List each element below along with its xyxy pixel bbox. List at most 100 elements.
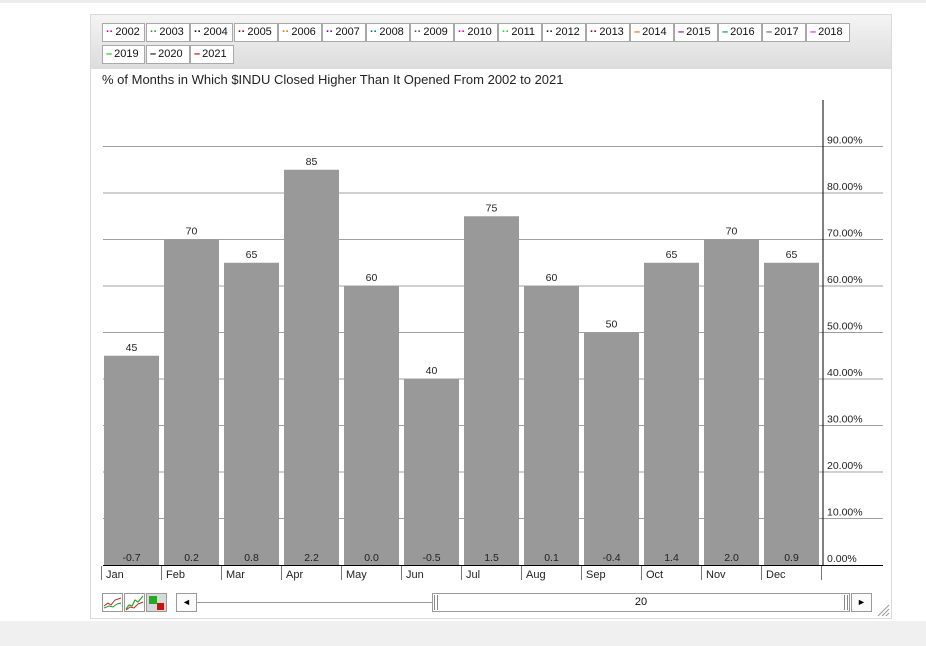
x-tick-label: Sep xyxy=(586,569,606,581)
legend-label: 2018 xyxy=(818,26,843,38)
x-tick-label: Jan xyxy=(106,569,124,581)
bar-value-label: 70 xyxy=(186,226,198,238)
bar-bottom-label: 2.2 xyxy=(304,552,319,564)
bar-bottom-label: 0.8 xyxy=(244,552,259,564)
legend-item-2016[interactable]: –2016 xyxy=(718,23,762,42)
legend-label: 2007 xyxy=(335,26,360,38)
legend-label: 2015 xyxy=(686,26,711,38)
area-chart-type-button[interactable] xyxy=(124,593,145,612)
bar-value-label: 85 xyxy=(306,156,318,168)
legend-swatch-icon: ·· xyxy=(326,26,334,38)
slider-value: 20 xyxy=(634,596,648,608)
legend-item-2012[interactable]: ·· 2012 xyxy=(542,23,586,42)
bar-nov xyxy=(704,239,759,565)
chart-title: % of Months in Which $INDU Closed Higher… xyxy=(102,72,564,87)
legend-label: 2006 xyxy=(291,26,316,38)
legend-swatch-icon: – xyxy=(634,26,641,38)
bar-jun xyxy=(404,379,459,565)
legend-swatch-icon: ·· xyxy=(458,26,466,38)
bar-value-label: 50 xyxy=(606,319,618,331)
bar-value-label: 75 xyxy=(486,202,498,214)
legend-swatch-icon: ·· xyxy=(546,26,554,38)
legend-swatch-icon: ·· xyxy=(106,26,114,38)
bar-chart-icon xyxy=(149,596,164,610)
legend-item-2004[interactable]: ·· 2004 xyxy=(190,23,233,42)
x-tick-label: Jul xyxy=(466,569,480,581)
legend-item-2009[interactable]: ·· 2009 xyxy=(410,23,454,42)
line-chart-type-button[interactable] xyxy=(102,593,123,612)
bar-bottom-label: 0.1 xyxy=(544,552,559,564)
legend-label: 2017 xyxy=(774,26,799,38)
legend-label: 2019 xyxy=(114,48,139,60)
bar-chart-type-button[interactable] xyxy=(146,593,167,612)
x-tick-label: Apr xyxy=(286,569,303,581)
chart-panel: ·· 2002 ·· 2003 ·· 2004 ·· 2005 ·· 2006 ·· 2007 ·· 20… xyxy=(90,14,892,619)
bar-jan xyxy=(104,355,159,565)
slider-track xyxy=(197,602,432,603)
y-tick-label: 60.00% xyxy=(827,274,863,286)
legend-swatch-icon: ·· xyxy=(370,26,378,38)
legend-item-2013[interactable]: ·· 2013 xyxy=(586,23,630,42)
legend-item-2018[interactable]: –2018 xyxy=(806,23,850,42)
scroll-right-button[interactable]: ► xyxy=(851,593,872,612)
resize-grip-icon[interactable] xyxy=(876,603,890,617)
trend-chart-icon xyxy=(125,595,144,611)
legend-label: 2003 xyxy=(159,26,184,38)
scroll-left-button[interactable]: ◄ xyxy=(176,593,197,612)
legend-item-2017[interactable]: –2017 xyxy=(762,23,806,42)
legend-item-2011[interactable]: ·· 2011 xyxy=(498,23,542,42)
legend-item-2005[interactable]: ·· 2005 xyxy=(234,23,278,42)
bar-value-label: 70 xyxy=(726,226,738,238)
bar-aug xyxy=(524,286,579,565)
legend-item-2014[interactable]: –2014 xyxy=(630,23,674,42)
x-tick-label: Aug xyxy=(526,569,546,581)
legend-item-2002[interactable]: ·· 2002 xyxy=(102,23,145,42)
legend-item-2019[interactable]: –2019 xyxy=(102,45,145,64)
bar-bottom-label: 1.4 xyxy=(664,552,679,564)
bar-jul xyxy=(464,216,519,565)
legend-swatch-icon: ·· xyxy=(590,26,598,38)
legend-item-2008[interactable]: ·· 2008 xyxy=(366,23,410,42)
y-tick-label: 0.00% xyxy=(827,553,857,565)
legend-item-2010[interactable]: ·· 2010 xyxy=(454,23,498,42)
legend-swatch-icon: – xyxy=(150,48,157,60)
x-tick-label: Feb xyxy=(166,569,185,581)
right-grip xyxy=(844,595,848,610)
bar-bottom-label: 0.0 xyxy=(364,552,379,564)
bar-oct xyxy=(644,262,699,565)
bar-apr xyxy=(284,169,339,565)
bar-sep xyxy=(584,332,639,565)
y-tick-label: 40.00% xyxy=(827,367,863,379)
legend-item-2003[interactable]: ·· 2003 xyxy=(146,23,190,42)
legend-item-2006[interactable]: ·· 2006 xyxy=(278,23,322,42)
legend-label: 2014 xyxy=(642,26,667,38)
page-top-band xyxy=(0,0,926,3)
bar-value-label: 40 xyxy=(426,365,438,377)
legend-label: 2002 xyxy=(115,26,140,38)
legend-swatch-icon: ·· xyxy=(502,26,510,38)
legend-item-2015[interactable]: –2015 xyxy=(674,23,718,42)
bar-bottom-label: -0.4 xyxy=(602,552,620,564)
legend-label: 2010 xyxy=(467,26,492,38)
bar-bottom-label: 1.5 xyxy=(484,552,499,564)
x-tick-label: Mar xyxy=(226,569,245,581)
bar-may xyxy=(344,286,399,565)
legend-item-2021[interactable]: –2021 xyxy=(190,45,234,64)
bar-value-label: 65 xyxy=(246,249,258,261)
x-tick-label: Nov xyxy=(706,569,726,581)
x-tick-label: Oct xyxy=(646,569,663,581)
legend-item-2007[interactable]: ·· 2007 xyxy=(322,23,366,42)
legend-item-2020[interactable]: –2020 xyxy=(146,45,190,64)
x-tick-label: May xyxy=(346,569,367,581)
legend-swatch-icon: – xyxy=(766,26,773,38)
bar-value-label: 60 xyxy=(546,272,558,284)
y-tick-label: 50.00% xyxy=(827,321,863,333)
x-tick-label: Dec xyxy=(766,569,786,581)
bar-value-label: 65 xyxy=(666,249,678,261)
bar-value-label: 65 xyxy=(786,249,798,261)
legend-swatch-icon: – xyxy=(194,48,201,60)
y-tick-label: 70.00% xyxy=(827,228,863,240)
range-slider-thumb[interactable]: 20 xyxy=(432,593,850,612)
line-chart-icon xyxy=(103,597,122,609)
legend-label: 2020 xyxy=(158,48,183,60)
